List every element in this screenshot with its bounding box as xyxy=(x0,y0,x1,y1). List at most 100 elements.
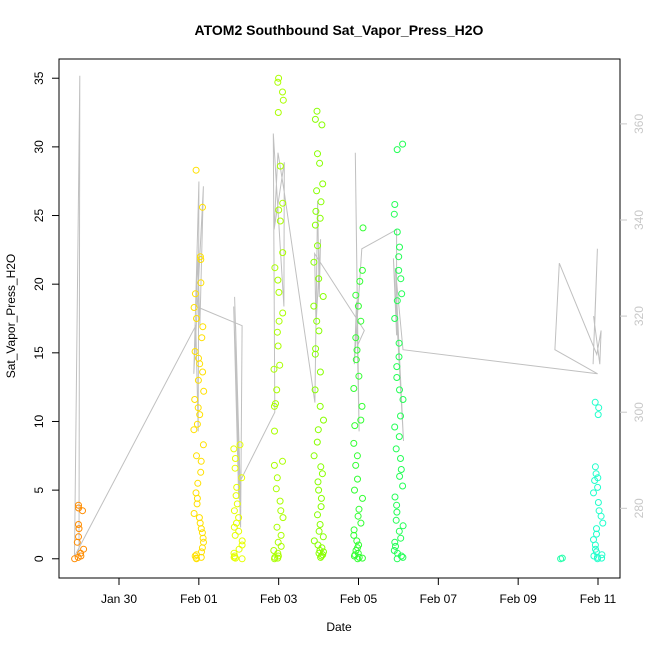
data-point xyxy=(351,551,359,559)
data-point xyxy=(279,457,286,465)
data-point xyxy=(316,402,324,410)
data-point xyxy=(395,253,403,261)
data-point xyxy=(319,293,327,300)
data-point xyxy=(352,461,360,469)
data-point xyxy=(310,452,318,460)
x-tick-label: Jan 30 xyxy=(101,592,137,606)
data-point xyxy=(395,266,403,274)
data-point xyxy=(273,328,281,336)
data-point xyxy=(320,548,327,556)
data-point xyxy=(358,266,366,274)
data-point xyxy=(197,256,205,263)
data-point xyxy=(271,427,278,435)
data-point xyxy=(592,545,599,553)
data-point xyxy=(314,511,321,519)
data-point xyxy=(590,536,597,544)
data-point xyxy=(397,412,404,420)
data-point xyxy=(199,203,206,211)
plot-frame xyxy=(58,58,621,579)
data-point xyxy=(197,468,205,476)
data-point xyxy=(231,464,239,472)
data-point xyxy=(397,455,404,462)
data-point xyxy=(277,531,285,539)
data-point xyxy=(275,288,283,296)
data-point xyxy=(314,242,321,250)
data-point xyxy=(272,400,279,408)
data-point xyxy=(594,474,602,482)
data-point xyxy=(276,361,284,369)
data-point xyxy=(195,514,203,522)
data-point xyxy=(399,140,407,148)
data-point xyxy=(235,545,243,553)
data-point xyxy=(590,489,597,497)
data-point xyxy=(190,426,198,434)
data-point xyxy=(279,249,287,257)
data-point xyxy=(273,474,281,482)
y-tick-label: 25 xyxy=(32,209,46,223)
data-point xyxy=(393,501,401,509)
data-point xyxy=(235,527,243,535)
data-point xyxy=(355,541,363,549)
data-point xyxy=(393,374,401,381)
data-point xyxy=(353,346,361,354)
data-point xyxy=(390,547,398,554)
data-point xyxy=(351,486,358,494)
data-point xyxy=(279,199,287,207)
data-point xyxy=(355,372,363,380)
y2-tick-label: 300 xyxy=(632,402,646,422)
data-point xyxy=(311,221,319,229)
data-point xyxy=(274,276,282,284)
data-point xyxy=(276,497,284,505)
data-point xyxy=(238,537,246,545)
x-tick-label: Feb 07 xyxy=(420,592,458,606)
data-point xyxy=(319,180,327,188)
data-point xyxy=(393,508,401,516)
y-tick-label: 15 xyxy=(32,346,46,360)
data-point xyxy=(311,386,319,394)
data-point xyxy=(393,146,401,154)
data-point xyxy=(310,302,318,310)
data-point xyxy=(359,494,366,502)
data-point xyxy=(274,342,282,350)
line-series xyxy=(74,75,602,557)
data-point xyxy=(75,521,82,528)
data-point xyxy=(199,441,207,449)
data-point xyxy=(273,386,281,394)
data-point xyxy=(197,525,205,533)
data-point xyxy=(233,500,241,508)
data-point xyxy=(276,217,284,225)
data-point xyxy=(197,279,205,287)
data-point xyxy=(317,198,325,206)
data-point xyxy=(599,519,607,527)
y2-tick-label: 340 xyxy=(632,210,646,230)
x-tick-label: Feb 01 xyxy=(180,592,218,606)
x-tick-label: Feb 03 xyxy=(260,592,298,606)
data-point xyxy=(354,512,362,520)
data-point xyxy=(230,549,238,557)
data-point xyxy=(598,554,606,562)
data-point xyxy=(390,210,398,218)
data-point xyxy=(236,441,244,449)
data-point xyxy=(350,526,358,534)
data-point xyxy=(190,304,198,311)
data-point xyxy=(391,201,399,208)
data-point xyxy=(315,486,323,494)
data-point xyxy=(313,438,321,446)
data-point xyxy=(270,547,278,554)
data-point xyxy=(274,552,282,560)
data-point xyxy=(200,538,207,546)
x-axis-label: Date xyxy=(326,620,352,634)
data-point xyxy=(196,411,204,419)
data-point xyxy=(231,531,239,539)
data-point xyxy=(320,416,327,424)
data-point xyxy=(396,386,403,394)
data-point xyxy=(355,505,363,513)
data-point xyxy=(392,542,399,550)
data-point xyxy=(358,554,366,562)
data-point xyxy=(277,507,285,515)
data-point xyxy=(313,317,321,325)
data-point xyxy=(350,385,358,392)
data-point xyxy=(594,483,602,491)
data-point xyxy=(395,527,403,535)
data-point xyxy=(395,433,403,441)
